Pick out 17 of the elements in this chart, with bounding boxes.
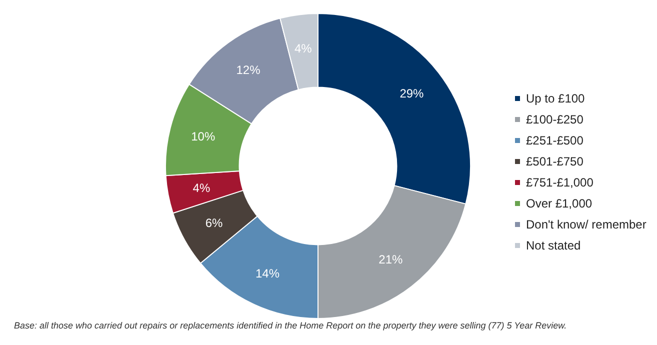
legend-label: £501-£750 [526,154,584,168]
data-label: 21% [378,252,404,267]
legend-label: Over £1,000 [526,196,592,210]
data-label: 6% [205,216,224,230]
legend-label: Don't know/ remember [526,218,646,232]
text: Base: all those who carried out repairs or replacements identified in the Home Report on the property they were selling (77) 5 Year Review. [14,320,567,330]
legend-label: £751-£1,000 [526,176,594,190]
legend-label: Not stated [526,238,581,252]
data-label: 12% [236,63,261,78]
data-label: 4% [192,181,210,196]
data-label: 10% [191,130,216,144]
legend-label: £100-£250 [526,112,584,126]
data-label: 29% [400,86,424,100]
data-label: 4% [294,41,312,56]
legend-label: Up to £100 [526,92,586,106]
data-label: 14% [255,266,280,280]
legend-label: £251-£500 [526,134,584,148]
